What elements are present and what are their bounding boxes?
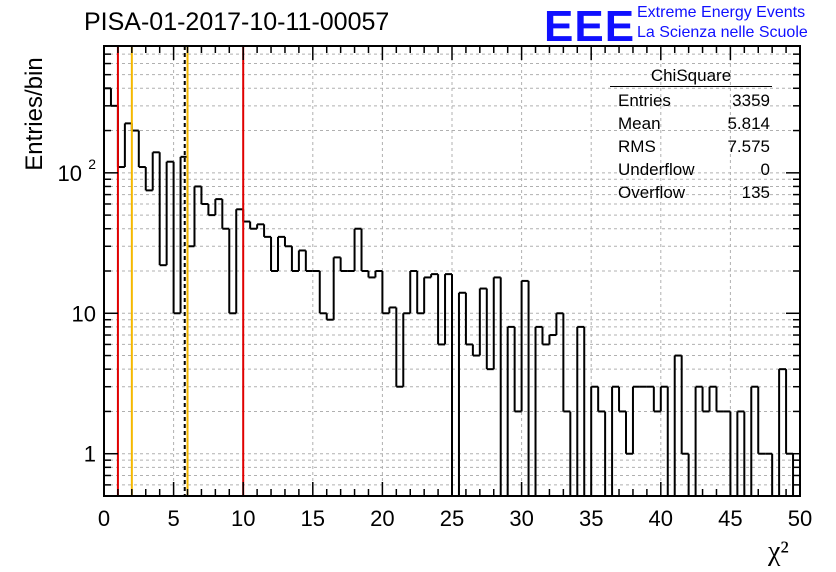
x-tick-label: 25 bbox=[440, 506, 464, 531]
x-tick-label: 5 bbox=[167, 506, 179, 531]
x-tick-label: 30 bbox=[509, 506, 533, 531]
stats-box: ChiSquare Entries 3359 Mean 5.814 RMS 7.575… bbox=[610, 66, 780, 204]
stats-row: Mean 5.814 bbox=[618, 114, 770, 133]
stats-title: ChiSquare bbox=[610, 66, 772, 87]
logo-line2: La Scienza nelle Scuole bbox=[637, 24, 808, 41]
y-tick-label: 10 bbox=[72, 301, 96, 326]
x-tick-label: 20 bbox=[370, 506, 394, 531]
stats-row: Overflow 135 bbox=[618, 183, 770, 202]
x-tick-label: 10 bbox=[231, 506, 255, 531]
stats-row: RMS 7.575 bbox=[618, 137, 770, 156]
x-tick-label: 15 bbox=[301, 506, 325, 531]
stats-row: Underflow 0 bbox=[618, 160, 770, 179]
stats-row: Entries 3359 bbox=[618, 91, 770, 110]
x-axis-label: χ² bbox=[768, 536, 789, 567]
x-tick-label: 45 bbox=[718, 506, 742, 531]
x-tick-label: 35 bbox=[579, 506, 603, 531]
y-tick-label: 10 bbox=[58, 161, 82, 186]
x-tick-label: 50 bbox=[788, 506, 812, 531]
x-tick-label: 40 bbox=[649, 506, 673, 531]
logo-line1: Extreme Energy Events bbox=[637, 4, 806, 21]
y-tick-label: 1 bbox=[84, 442, 96, 467]
y-axis-label: Entries/bin bbox=[21, 57, 48, 171]
chart-title: PISA-01-2017-10-11-00057 bbox=[84, 8, 390, 36]
eee-logo: EEE bbox=[544, 2, 636, 51]
y-tick-label-exponent: 2 bbox=[88, 156, 96, 172]
x-tick-label: 0 bbox=[98, 506, 110, 531]
